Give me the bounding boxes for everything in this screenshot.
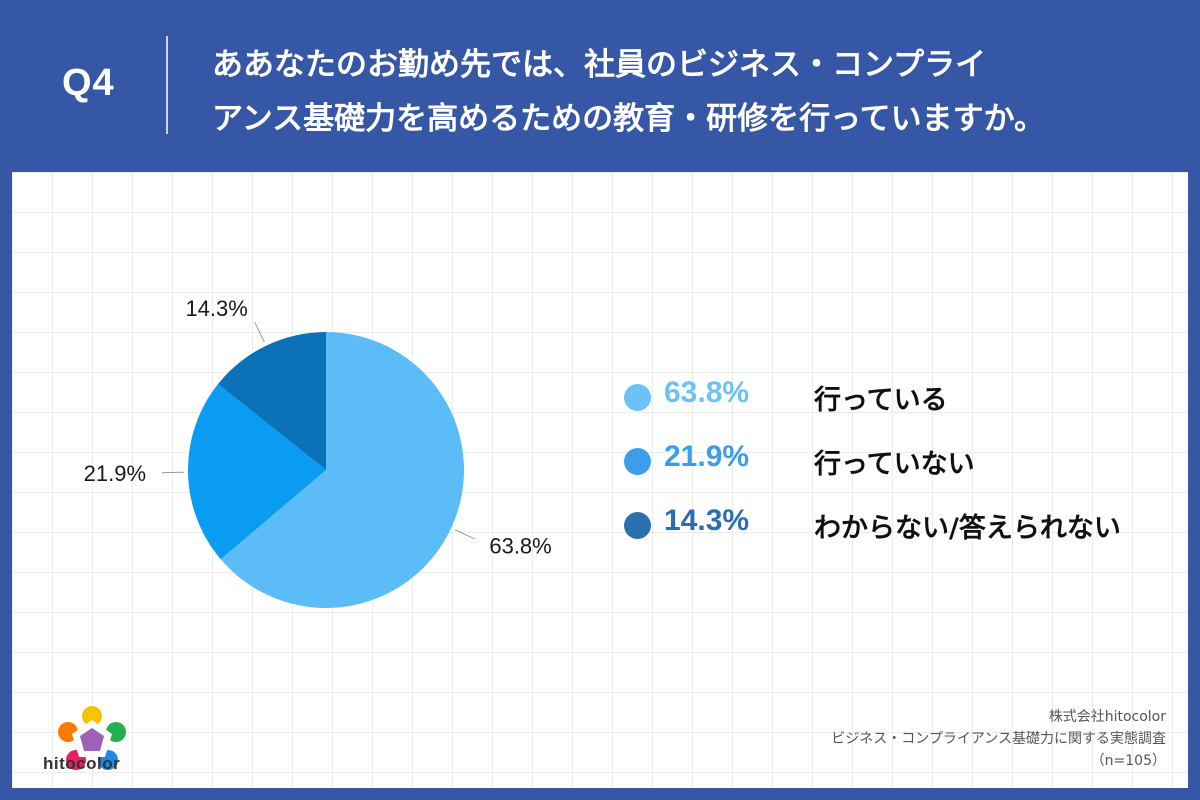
pie-label-not-done: 21.9% xyxy=(84,461,146,486)
credits: 株式会社hitocolor ビジネス・コンプライアンス基礎力に関する実態調査 （… xyxy=(646,706,1166,772)
legend-label: 行っていない xyxy=(814,449,975,480)
pie-leader-line xyxy=(254,322,265,343)
legend-dot xyxy=(624,512,651,539)
legend-dot xyxy=(624,384,651,411)
question-title: ああなたのお勤め先では、社員のビジネス・コンプライ アンス基礎力を高めるための教… xyxy=(212,38,1172,146)
hitocolor-logo-icon xyxy=(58,706,126,770)
legend-dot xyxy=(624,448,651,475)
sample-size: （n=105） xyxy=(1090,753,1166,769)
survey-name: ビジネス・コンプライアンス基礎力に関する実態調査 xyxy=(831,731,1166,747)
legend: 63.8% 行っている 21.9% 行っていない 14.3% わからない/答えら… xyxy=(624,372,1184,564)
pie-slice-not-done xyxy=(188,384,326,560)
chart-panel: 63.8% 21.9% 14.3% 63.8% 行っている 21.9% 行っていない… xyxy=(12,172,1188,788)
pie-chart: 63.8% 21.9% 14.3% xyxy=(84,296,552,608)
question-title-line-2: アンス基礎力を高めるための教育・研修を行っていますか。 xyxy=(212,101,1045,137)
legend-percent: 14.3% xyxy=(664,504,750,537)
header-divider xyxy=(166,36,168,134)
company-name: 株式会社hitocolor xyxy=(1048,709,1166,725)
legend-item-not-done: 21.9% 行っていない xyxy=(624,436,1184,500)
legend-label: 行っている xyxy=(814,385,948,416)
pie-label-unknown: 14.3% xyxy=(185,296,247,321)
pie-label-done: 63.8% xyxy=(489,534,551,559)
question-title-line-1: ああなたのお勤め先では、社員のビジネス・コンプライ xyxy=(212,47,987,83)
legend-percent: 63.8% xyxy=(664,376,750,409)
legend-percent: 21.9% xyxy=(664,440,750,473)
pie-slice-unknown xyxy=(218,332,326,470)
question-header: Q4 ああなたのお勤め先では、社員のビジネス・コンプライ アンス基礎力を高めるた… xyxy=(0,0,1200,170)
legend-item-done: 63.8% 行っている xyxy=(624,372,1184,436)
pie-leader-line xyxy=(454,529,476,540)
legend-label: わからない/答えられない xyxy=(814,513,1121,544)
pie-slice-done xyxy=(220,332,464,608)
logo-text: hitocolor xyxy=(43,754,121,773)
question-number: Q4 xyxy=(62,62,115,104)
legend-item-unknown: 14.3% わからない/答えられない xyxy=(624,500,1184,564)
